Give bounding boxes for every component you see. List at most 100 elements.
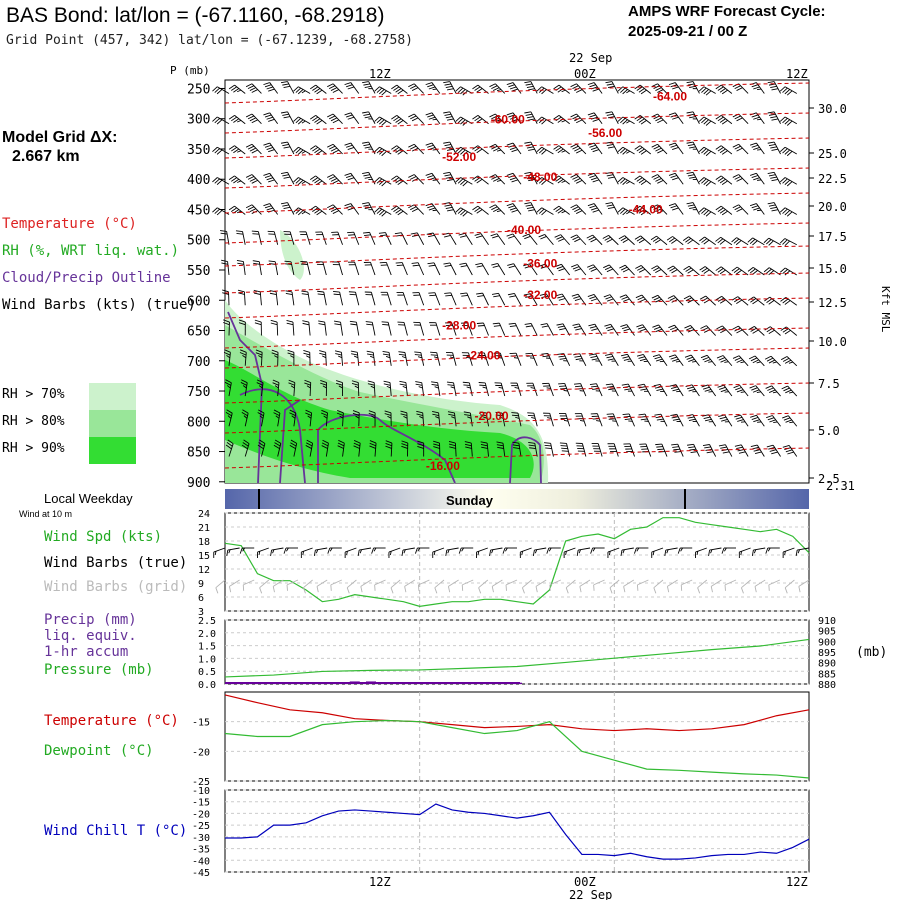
- surface-wind-barb-grid: [549, 579, 561, 591]
- wind-barb: [443, 141, 457, 155]
- surface-wind-barb: [257, 547, 269, 559]
- temp-panel-frame: [224, 691, 810, 782]
- wind-barb: [749, 172, 765, 185]
- isotherm: [224, 447, 810, 469]
- wind-barb: [391, 205, 408, 216]
- wind-speed-line: [224, 517, 810, 607]
- wind-barb: [293, 116, 311, 125]
- wind-barb: [586, 234, 603, 246]
- wind-barb: [428, 292, 441, 306]
- wind-barb: [558, 383, 571, 397]
- isotherm: [224, 382, 810, 404]
- wind-barb: [299, 231, 311, 245]
- wind-barb: [225, 409, 233, 427]
- wind-barb: [732, 174, 749, 185]
- legend-rh70: RH > 70%: [2, 387, 65, 402]
- wind-barb: [634, 84, 652, 95]
- wind-barb: [715, 236, 733, 246]
- wind-barb: [351, 380, 360, 397]
- wind-barb: [385, 440, 393, 457]
- surface-wind-barb-grid: [666, 579, 678, 593]
- surface-wind-barb: [519, 547, 532, 559]
- wind-barb: [287, 349, 295, 366]
- wind-barb: [524, 141, 538, 155]
- wind-barb: [698, 116, 716, 126]
- wind-barb: [374, 207, 392, 217]
- wind-barb: [425, 112, 441, 124]
- precip-tick: 2.0: [198, 629, 216, 640]
- legend-wind-barbs-true: Wind Barbs (true): [44, 555, 188, 571]
- rh90-swatch: [89, 437, 136, 464]
- surface-wind-barb: [502, 547, 517, 554]
- wind-barb: [448, 440, 457, 457]
- wind-barb: [228, 115, 246, 125]
- wind-barb: [507, 263, 522, 276]
- height-label: 17.5: [818, 230, 847, 244]
- wind-barb: [378, 232, 392, 245]
- wind-barb: [589, 353, 603, 366]
- wind-barb: [636, 324, 652, 336]
- wind-barb: [539, 263, 554, 276]
- wind-barb: [398, 351, 408, 366]
- wind-barb: [327, 174, 343, 185]
- wind-barb: [620, 353, 635, 367]
- wind-barb: [309, 84, 327, 95]
- wind-barb: [747, 266, 765, 276]
- wind-barb: [603, 264, 619, 276]
- wind-barb: [767, 171, 781, 185]
- surface-wind-barb-grid: [417, 579, 430, 591]
- wind-barb: [368, 410, 376, 427]
- wind-barb: [344, 172, 360, 185]
- wind-barb: [699, 266, 716, 276]
- wind-barb: [479, 411, 489, 427]
- wind-barb: [540, 323, 554, 336]
- surface-wind-barb-grid: [286, 579, 299, 591]
- wind-speed-tick: 15: [198, 551, 210, 562]
- wind-speed-tick: 12: [198, 565, 210, 576]
- wind-barb: [235, 230, 246, 245]
- wind-barb: [401, 440, 409, 457]
- surface-wind-barb: [226, 547, 240, 557]
- wind-barb: [575, 442, 587, 457]
- height-label: 15.0: [818, 262, 847, 276]
- wind-barb: [364, 291, 376, 306]
- wind-barb: [683, 265, 700, 276]
- wind-barb: [475, 262, 489, 276]
- surface-wind-barb: [620, 547, 634, 557]
- temp-tick: -20: [192, 747, 210, 758]
- wind-barb: [570, 174, 587, 185]
- legend-rh80: RH > 80%: [2, 414, 65, 429]
- wind-barb: [622, 413, 635, 427]
- isotherm-label: -16.00: [426, 459, 460, 473]
- wind-barb: [283, 231, 295, 245]
- wind-barb: [257, 439, 266, 457]
- wind-barb: [536, 146, 554, 155]
- wind-speed-tick: 6: [198, 593, 204, 604]
- wind-barb: [362, 81, 376, 94]
- wind-barb: [241, 439, 250, 457]
- wind-barb: [588, 323, 603, 336]
- wind-barb: [635, 294, 652, 306]
- wind-barb: [617, 207, 635, 216]
- legend-pressure: Pressure (mb): [44, 662, 154, 678]
- wind-barb: [779, 238, 797, 246]
- wind-barb: [555, 293, 571, 306]
- wind-barb: [767, 202, 781, 215]
- wind-barb: [605, 383, 619, 397]
- surface-wind-barb: [344, 547, 357, 559]
- wind-barb: [414, 351, 425, 366]
- height-label: 20.0: [818, 200, 847, 214]
- isotherm-label: -36.00: [523, 257, 557, 271]
- surface-wind-barb: [708, 547, 722, 557]
- surface-wind-barb-grid: [680, 579, 693, 591]
- surface-wind-barb-grid: [724, 579, 737, 591]
- wind-barb: [587, 264, 603, 276]
- surface-wind-barb: [476, 547, 488, 559]
- wind-barb: [512, 441, 522, 457]
- wind-barb: [443, 262, 457, 276]
- wind-speed-tick: 24: [198, 509, 210, 520]
- isotherm: [224, 297, 810, 319]
- isotherm-label: -40.00: [507, 223, 541, 237]
- surface-wind-barb-grid: [461, 579, 474, 591]
